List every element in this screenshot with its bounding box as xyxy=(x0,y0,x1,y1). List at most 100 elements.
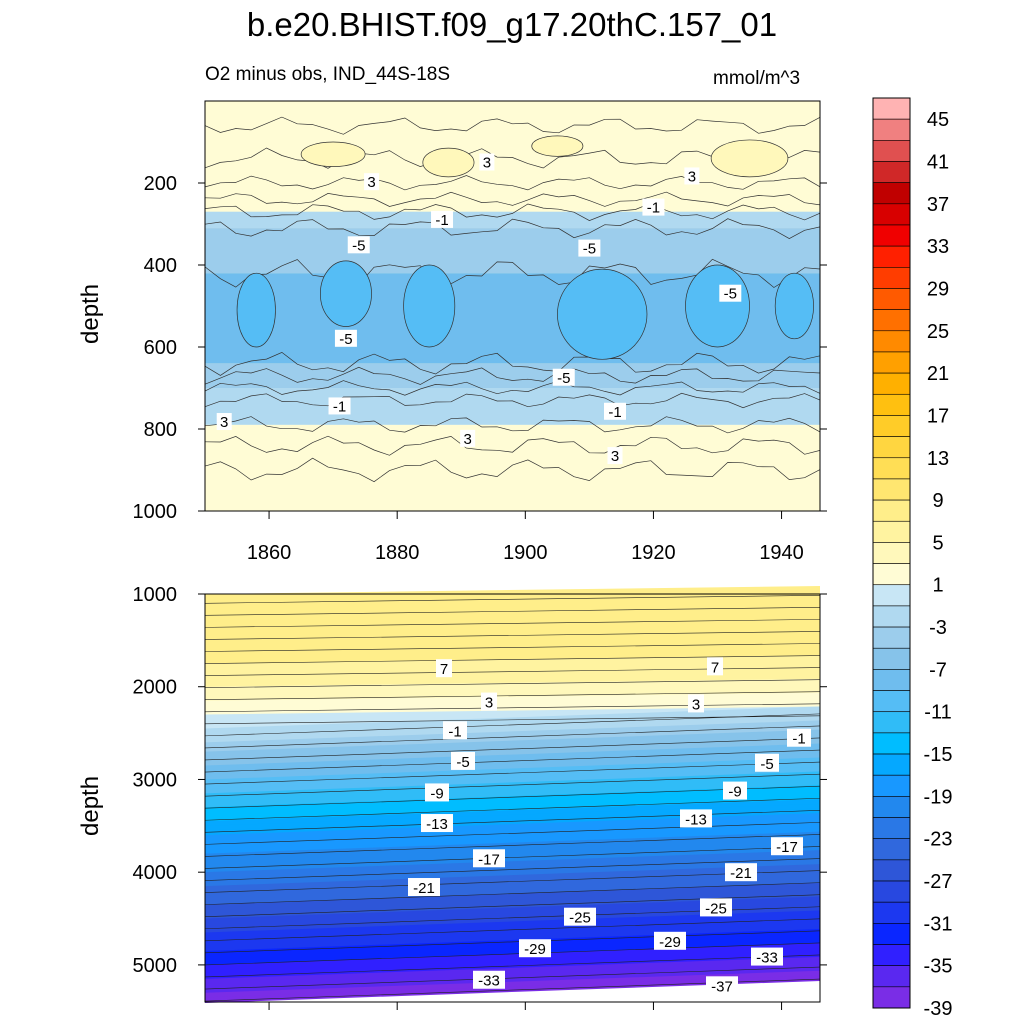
top-y-tick-label: 600 xyxy=(144,337,177,359)
bottom-band xyxy=(205,738,820,767)
top-contour-line xyxy=(204,435,821,456)
colorbar-swatch xyxy=(872,690,911,713)
colorbar-frame xyxy=(872,97,911,1009)
bottom-band xyxy=(205,692,820,707)
colorbar-label: -35 xyxy=(924,956,953,978)
bottom-contour-label: -21 xyxy=(730,865,752,882)
top-contour-label: -5 xyxy=(557,370,570,387)
bottom-contour-label-bg xyxy=(723,781,747,800)
bottom-contour-label-bg xyxy=(473,970,505,989)
top-low-oxygen-cell xyxy=(236,272,276,348)
bottom-band xyxy=(205,840,820,869)
top-band xyxy=(205,388,820,425)
bottom-band xyxy=(205,706,820,721)
bottom-band xyxy=(205,924,820,952)
bottom-band xyxy=(205,785,820,813)
bottom-contour-label: -25 xyxy=(705,900,727,917)
bottom-contour-label: -21 xyxy=(413,880,435,897)
colorbar-label: -3 xyxy=(929,617,947,639)
bottom-band xyxy=(205,613,820,628)
colorbar-swatch xyxy=(872,669,911,691)
colorbar-label: 41 xyxy=(927,151,949,173)
top-contour-label-bg xyxy=(552,368,575,386)
bottom-plot-frame xyxy=(204,593,821,1003)
bottom-contour-label: -33 xyxy=(478,973,500,990)
colorbar-label: -27 xyxy=(924,871,953,893)
bottom-contour-label-bg xyxy=(654,931,686,950)
colorbar-swatch xyxy=(872,140,911,162)
top-low-oxygen-cell xyxy=(319,260,372,327)
bottom-contour-line xyxy=(204,810,821,833)
top-contour-label: -1 xyxy=(608,404,621,421)
top-contour-label: 3 xyxy=(463,431,471,448)
bottom-band xyxy=(205,674,820,688)
colorbar-swatch xyxy=(872,901,911,924)
colorbar-swatch xyxy=(872,182,911,205)
colorbar-swatch xyxy=(872,415,911,437)
bottom-band xyxy=(205,887,820,915)
bottom-contour-line xyxy=(204,713,821,737)
top-contour-label: 3 xyxy=(688,168,696,185)
bottom-band xyxy=(205,850,820,878)
colorbar-label: 21 xyxy=(927,363,949,385)
top-contour-label-bg xyxy=(328,397,351,415)
top-contour-label: -1 xyxy=(647,200,660,217)
bottom-contour-label: 3 xyxy=(692,696,700,713)
colorbar-label: -19 xyxy=(924,786,953,808)
colorbar-swatch xyxy=(872,986,911,1009)
colorbar-label: 25 xyxy=(927,321,949,343)
bottom-band xyxy=(205,697,820,711)
colorbar-label: -7 xyxy=(929,659,947,681)
bottom-contour-label-bg xyxy=(425,783,449,802)
bottom-contour-label: -29 xyxy=(659,934,681,951)
bottom-band xyxy=(205,970,820,999)
top-contour-line xyxy=(204,457,821,483)
colorbar-swatch xyxy=(872,499,911,522)
bottom-band xyxy=(205,660,820,674)
bottom-contour-line xyxy=(204,858,821,881)
bottom-band xyxy=(205,762,820,790)
colorbar-label: 5 xyxy=(932,532,943,554)
bottom-contour-label-bg xyxy=(519,939,551,958)
bottom-band xyxy=(205,609,820,623)
bottom-band xyxy=(205,729,820,758)
bottom-contour-label-bg xyxy=(751,947,783,966)
bottom-contour-line xyxy=(204,797,821,821)
bottom-band xyxy=(205,961,820,990)
top-x-tick-label: 1880 xyxy=(375,542,420,564)
bottom-contour-label-bg xyxy=(451,751,475,770)
top-contour-label-bg xyxy=(364,173,380,191)
top-contour-label: -5 xyxy=(583,241,596,258)
colorbar-swatch xyxy=(872,753,911,776)
bottom-contour-line xyxy=(204,894,821,917)
colorbar-label: -11 xyxy=(924,702,951,724)
bottom-contour-line xyxy=(204,715,821,725)
bottom-band xyxy=(205,780,820,809)
top-contour-line xyxy=(204,258,821,288)
top-contour-line xyxy=(204,191,821,207)
bottom-contour-label: -33 xyxy=(756,950,778,967)
bottom-band xyxy=(205,799,820,827)
top-contour-label-bg xyxy=(334,329,357,347)
bottom-band xyxy=(205,803,820,832)
bottom-contour-label-bg xyxy=(408,878,440,897)
bottom-contour-line xyxy=(204,870,821,893)
top-y-tick-label: 200 xyxy=(144,173,177,195)
colorbar-swatch xyxy=(872,267,911,289)
bottom-contour-label-bg xyxy=(421,814,453,833)
colorbar-label: -15 xyxy=(924,744,953,766)
top-contour-label: -5 xyxy=(352,237,365,254)
bottom-band xyxy=(205,586,820,600)
top-contour-label: -1 xyxy=(435,212,448,229)
bottom-contour-line xyxy=(204,703,821,713)
colorbar-label: 17 xyxy=(927,405,949,427)
bottom-contour-label: -9 xyxy=(430,785,443,802)
top-x-tick-label: 1940 xyxy=(759,542,804,564)
bottom-band xyxy=(205,813,820,841)
bottom-band xyxy=(205,650,820,665)
bottom-band xyxy=(205,632,820,646)
colorbar-swatch xyxy=(872,838,911,861)
bottom-band xyxy=(205,766,820,795)
bottom-contour-label-bg xyxy=(771,837,803,856)
bottom-band xyxy=(205,623,820,637)
